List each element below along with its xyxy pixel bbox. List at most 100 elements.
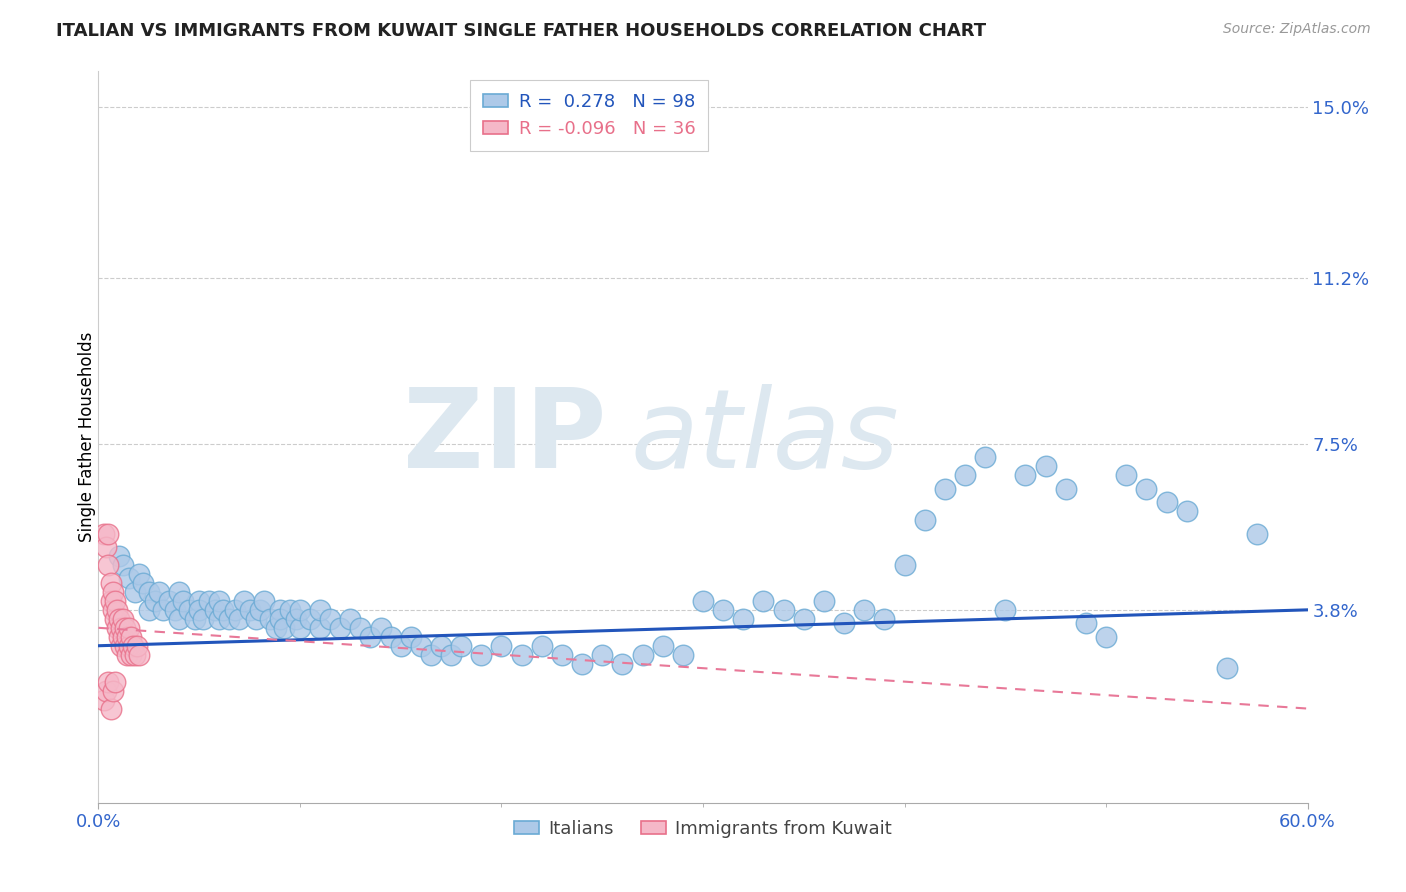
- Point: [111, 630, 134, 644]
- Point: [1095, 630, 1118, 644]
- Point: [96, 683, 118, 698]
- Point: [212, 603, 235, 617]
- Point: [125, 639, 148, 653]
- Point: [1074, 616, 1097, 631]
- Point: [430, 639, 453, 653]
- Point: [420, 648, 443, 662]
- Point: [1135, 482, 1157, 496]
- Point: [651, 639, 673, 653]
- Point: [97, 674, 120, 689]
- Point: [269, 612, 291, 626]
- Point: [118, 571, 141, 585]
- Point: [218, 612, 240, 626]
- Point: [278, 603, 301, 617]
- Point: [100, 575, 122, 590]
- Point: [914, 513, 936, 527]
- Point: [360, 630, 382, 644]
- Point: [118, 639, 141, 653]
- Point: [96, 540, 118, 554]
- Point: [101, 585, 124, 599]
- Point: [288, 621, 311, 635]
- Point: [470, 648, 492, 662]
- Point: [167, 585, 190, 599]
- Point: [93, 692, 115, 706]
- Text: ITALIAN VS IMMIGRANTS FROM KUWAIT SINGLE FATHER HOUSEHOLDS CORRELATION CHART: ITALIAN VS IMMIGRANTS FROM KUWAIT SINGLE…: [56, 22, 987, 40]
- Point: [105, 621, 128, 635]
- Point: [299, 612, 322, 626]
- Point: [208, 612, 231, 626]
- Point: [510, 648, 533, 662]
- Point: [179, 603, 201, 617]
- Point: [974, 450, 997, 465]
- Point: [93, 526, 115, 541]
- Point: [111, 558, 134, 572]
- Point: [813, 594, 835, 608]
- Point: [121, 639, 143, 653]
- Point: [120, 630, 142, 644]
- Point: [1115, 468, 1137, 483]
- Point: [249, 603, 271, 617]
- Point: [711, 603, 734, 617]
- Point: [672, 648, 695, 662]
- Point: [114, 639, 136, 653]
- Point: [440, 648, 463, 662]
- Point: [994, 603, 1017, 617]
- Point: [772, 603, 794, 617]
- Point: [329, 621, 352, 635]
- Point: [1246, 526, 1268, 541]
- Point: [450, 639, 472, 653]
- Point: [245, 612, 267, 626]
- Point: [571, 657, 593, 671]
- Point: [284, 612, 307, 626]
- Point: [107, 549, 129, 563]
- Point: [491, 639, 513, 653]
- Point: [530, 639, 553, 653]
- Point: [934, 482, 956, 496]
- Point: [309, 621, 332, 635]
- Point: [163, 603, 186, 617]
- Point: [148, 585, 170, 599]
- Point: [893, 558, 915, 572]
- Point: [399, 630, 422, 644]
- Point: [380, 630, 402, 644]
- Point: [1014, 468, 1036, 483]
- Point: [138, 585, 160, 599]
- Point: [228, 612, 250, 626]
- Point: [832, 616, 855, 631]
- Point: [232, 594, 254, 608]
- Point: [128, 566, 150, 581]
- Point: [114, 621, 136, 635]
- Point: [101, 603, 124, 617]
- Point: [188, 603, 211, 617]
- Point: [224, 603, 246, 617]
- Point: [409, 639, 432, 653]
- Point: [120, 648, 142, 662]
- Point: [1175, 504, 1198, 518]
- Point: [100, 594, 122, 608]
- Point: [124, 585, 146, 599]
- Point: [389, 639, 412, 653]
- Point: [107, 612, 129, 626]
- Point: [105, 603, 128, 617]
- Point: [873, 612, 896, 626]
- Point: [259, 612, 281, 626]
- Point: [184, 612, 207, 626]
- Point: [309, 603, 332, 617]
- Point: [204, 603, 226, 617]
- Point: [692, 594, 714, 608]
- Point: [339, 612, 361, 626]
- Point: [953, 468, 976, 483]
- Point: [591, 648, 613, 662]
- Point: [752, 594, 775, 608]
- Point: [103, 612, 125, 626]
- Point: [551, 648, 574, 662]
- Point: [118, 621, 141, 635]
- Point: [167, 612, 190, 626]
- Point: [793, 612, 815, 626]
- Point: [208, 594, 231, 608]
- Point: [198, 594, 221, 608]
- Point: [1054, 482, 1077, 496]
- Point: [132, 575, 155, 590]
- Point: [273, 621, 295, 635]
- Point: [264, 621, 287, 635]
